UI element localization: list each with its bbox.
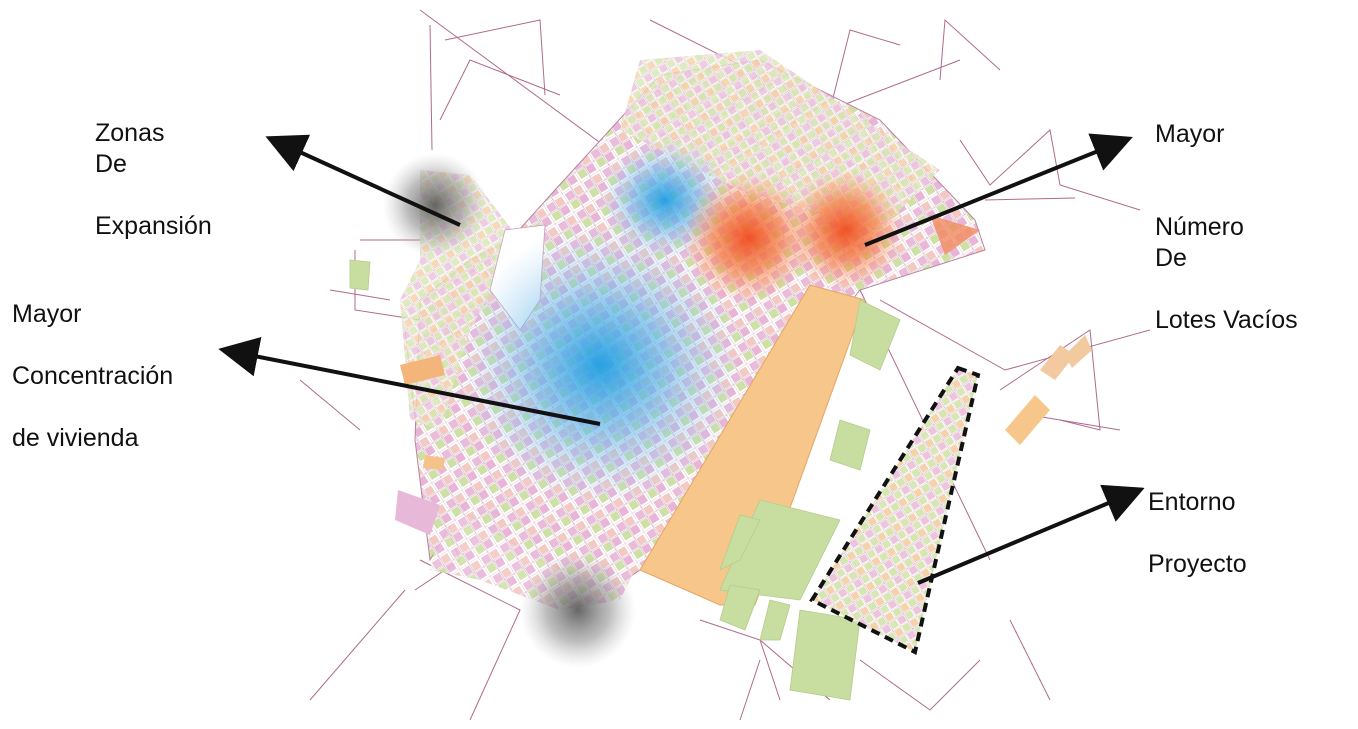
annotation-arrows [218, 133, 1145, 585]
empty-lots-hotspot-east [785, 170, 905, 290]
heat-spots [383, 140, 905, 668]
empty-lots-hotspot-west [683, 173, 813, 303]
scattered-lots [395, 215, 1092, 535]
label-lotes-word-numero: Número [1155, 213, 1244, 241]
arrow-project [917, 484, 1145, 585]
expansion-zone-north [383, 153, 487, 257]
label-expansion-word2: De [95, 150, 127, 178]
label-lotes-line3: Lotes Vacíos [1155, 306, 1298, 334]
label-lotes-word-de: De [1155, 244, 1187, 272]
label-vivienda-line2: Concentración [12, 362, 174, 390]
label-expansion-zones: Zonas De Expansión [95, 56, 279, 273]
arrow-empty-lots [864, 133, 1133, 247]
label-project-surroundings: Entorno Proyecto [1148, 456, 1308, 611]
expansion-zone-south [520, 552, 636, 668]
label-expansion-line2: Expansión [95, 212, 212, 240]
housing-hotspot-main [460, 225, 740, 505]
label-vivienda-line3: de vivienda [12, 424, 139, 452]
label-lotes-line1: Mayor [1155, 120, 1225, 148]
green-areas [349, 259, 901, 701]
label-entorno-line2: Proyecto [1148, 550, 1247, 578]
label-vivienda-line1: Mayor [12, 300, 82, 328]
project-area-fabric [812, 368, 978, 652]
arrow-housing [218, 337, 601, 426]
arrow-expansion [265, 134, 461, 227]
label-housing-concentration: Mayor Concentración de vivienda [12, 268, 232, 485]
label-empty-lots: Mayor Número De Lotes Vacíos [1155, 88, 1339, 367]
label-expansion-word1: Zonas [95, 119, 165, 147]
label-entorno-line1: Entorno [1148, 488, 1236, 516]
project-area-outline [809, 365, 981, 655]
